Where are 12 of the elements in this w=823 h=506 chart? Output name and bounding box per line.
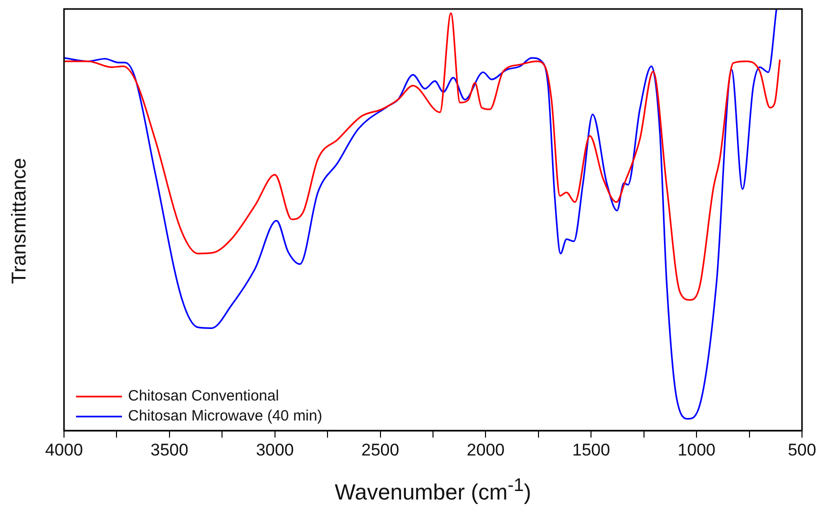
x-tick-label: 2500 <box>361 440 400 460</box>
y-axis-title: Transmittance <box>8 158 32 284</box>
x-tick-label: 4000 <box>45 440 83 460</box>
legend-label: Chitosan Conventional <box>128 388 279 405</box>
x-tick-label: 1500 <box>572 440 610 460</box>
x-tick-label: 500 <box>788 440 816 460</box>
x-tick-label: 3500 <box>150 440 188 460</box>
x-tick-label: 1000 <box>678 440 716 460</box>
x-tick-label: 3000 <box>256 440 294 460</box>
x-tick-label: 2000 <box>466 440 505 460</box>
legend-label: Chitosan Microwave (40 min) <box>128 408 322 425</box>
x-axis-title: Wavenumber (cm$^{-1}$) <box>334 474 532 506</box>
